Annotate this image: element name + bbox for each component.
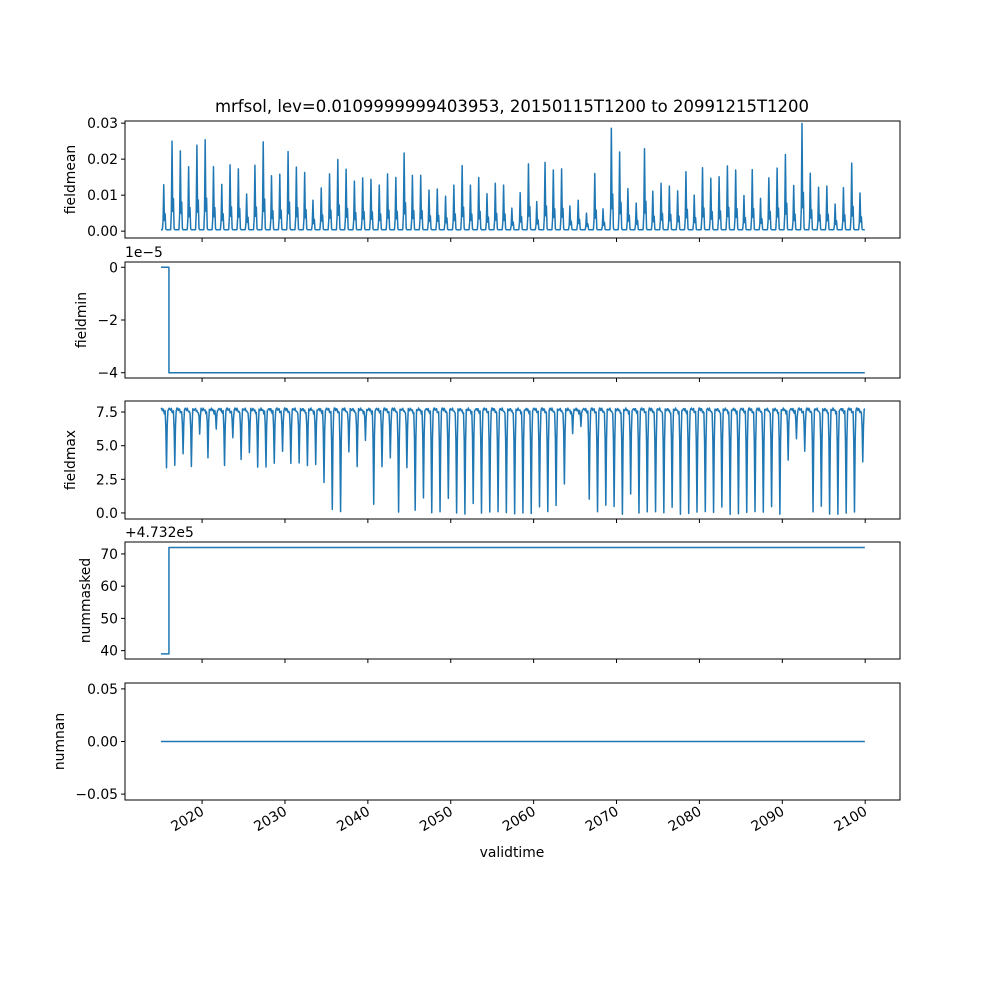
x-tick-label: 2040 [334, 804, 373, 836]
y-tick-label: 0.03 [87, 116, 118, 132]
y-tick-label: 0.0 [96, 506, 118, 522]
axes-background [125, 262, 900, 378]
x-tick-label: 2020 [168, 804, 207, 836]
y-tick-label: 60 [100, 579, 118, 595]
axes-background [125, 542, 900, 659]
y-tick-label: 2.5 [96, 472, 118, 488]
y-tick-label: 70 [100, 547, 118, 563]
x-axis-label: validtime [480, 845, 545, 861]
y-tick-label: 50 [100, 611, 118, 627]
axes-frame [124, 120, 901, 239]
y-tick-label: 0 [109, 260, 118, 276]
series-line-fieldmin [160, 266, 865, 374]
series-line-fieldmax [160, 407, 866, 516]
y-tick-label: 0.05 [87, 682, 118, 698]
y-offset-text: 1e−5 [125, 245, 163, 261]
y-axis-label: numnan [52, 713, 68, 770]
x-tick-label: 2060 [500, 804, 539, 836]
y-axis-label: fieldmean [63, 145, 79, 214]
y-tick-label: −4 [98, 366, 119, 382]
y-axis-label: fieldmax [63, 430, 79, 490]
y-tick-label: −0.05 [75, 787, 118, 803]
axes-frame [124, 400, 901, 520]
panel-fieldmean: 0.00 0.01 0.02 0.03 fieldmean [63, 116, 901, 242]
x-tick-label: 2050 [417, 804, 456, 836]
x-tick-label: 2090 [749, 804, 788, 836]
x-tick-label: 2080 [666, 804, 705, 836]
y-offset-text: +4.732e5 [125, 525, 194, 541]
y-axis-label: nummasked [78, 558, 94, 643]
x-tick-label: 2030 [251, 804, 290, 836]
axes-frame [124, 541, 901, 660]
y-tick-label: 0.00 [87, 224, 118, 240]
y-tick-label: 0.01 [87, 188, 118, 204]
x-tick-label: 2070 [583, 804, 622, 836]
panel-fieldmin: 0 −2 −4 fieldmin 1e−5 [74, 245, 901, 382]
chart-title: mrfsol, lev=0.0109999999403953, 20150115… [215, 97, 809, 116]
x-tick-label: 2100 [832, 804, 871, 836]
y-tick-label: 40 [100, 644, 118, 660]
series-line-nummasked [160, 546, 865, 655]
y-tick-label: 5.0 [96, 439, 118, 455]
series-line-fieldmean [160, 122, 865, 231]
y-axis-label: fieldmin [74, 292, 90, 348]
panel-fieldmax: 0.0 2.5 5.0 7.5 fieldmax [63, 400, 901, 523]
panel-nummasked: 40 50 60 70 nummasked +4.732e5 [78, 525, 901, 663]
y-tick-label: −2 [98, 313, 118, 329]
y-tick-label: 0.02 [87, 152, 118, 168]
y-tick-label: 7.5 [96, 405, 118, 421]
y-tick-label: 0.00 [87, 735, 118, 751]
panel-numnan: 0.05 0.00 −0.05 numnan 2020 2030 2040 2050 2060 2… [52, 682, 901, 836]
